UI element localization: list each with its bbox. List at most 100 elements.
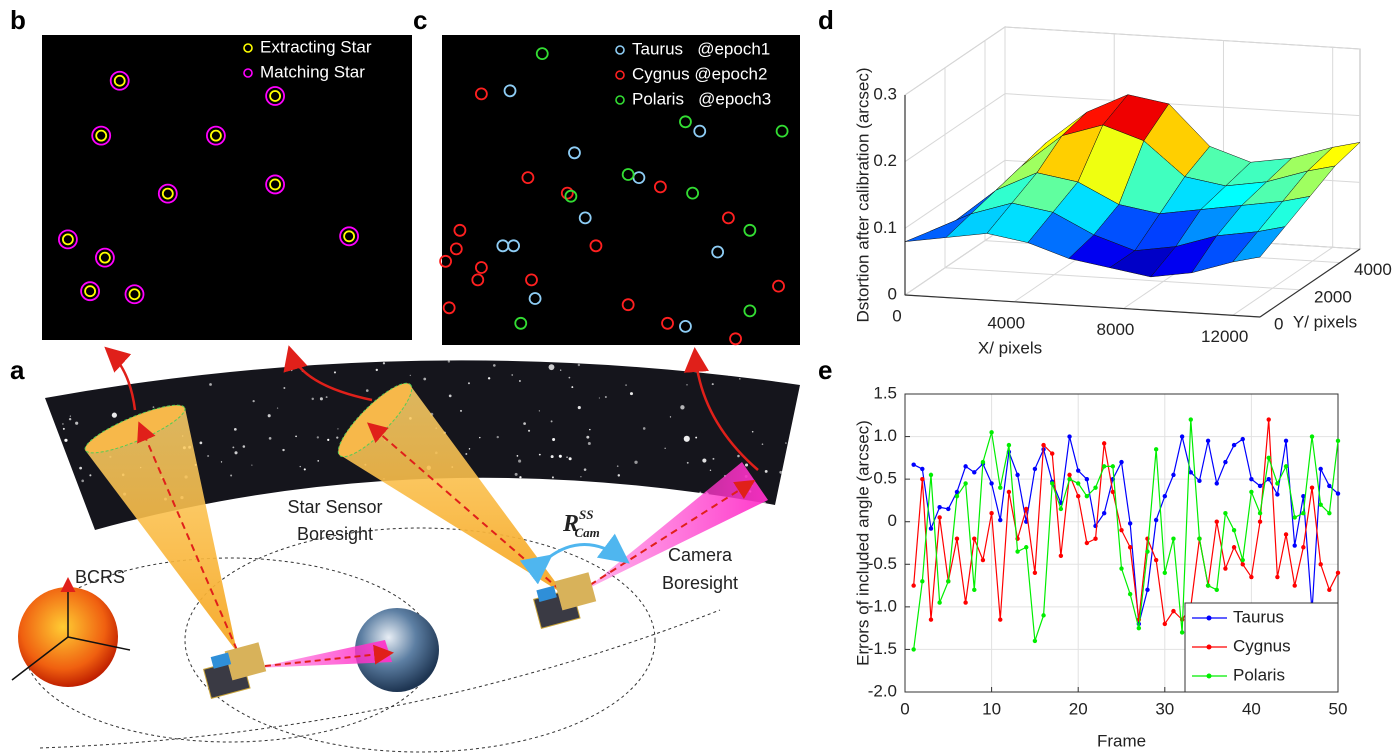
star-dot xyxy=(448,360,450,362)
data-point xyxy=(1154,447,1158,451)
data-point xyxy=(911,583,915,587)
data-point xyxy=(1293,515,1297,519)
star-dot xyxy=(65,462,67,464)
data-point xyxy=(1093,537,1097,541)
data-point xyxy=(1267,477,1271,481)
star-dot xyxy=(608,516,611,519)
subscript: Cam xyxy=(574,525,599,540)
star-dot xyxy=(765,470,768,473)
star-dot xyxy=(616,347,618,349)
star-dot xyxy=(569,457,572,460)
star-dot xyxy=(493,364,496,367)
star-dot xyxy=(78,383,80,385)
star-dot xyxy=(209,383,212,386)
y-tick-label: 1.0 xyxy=(873,426,897,445)
data-point xyxy=(1310,485,1314,489)
star-dot xyxy=(686,346,688,348)
annotation: Camera xyxy=(668,545,733,565)
data-point xyxy=(937,515,941,519)
data-point xyxy=(937,600,941,604)
data-point xyxy=(963,464,967,468)
star-dot xyxy=(713,458,715,460)
star-dot xyxy=(710,470,711,471)
data-point xyxy=(1076,494,1080,498)
star-dot xyxy=(687,462,689,464)
star-dot xyxy=(68,375,71,378)
legend-label: Cygnus @epoch2 xyxy=(632,64,767,83)
star-dot xyxy=(327,357,329,359)
star-dot xyxy=(762,502,766,506)
x-axis-label: X/ pixels xyxy=(978,338,1042,357)
star-dot xyxy=(163,371,165,373)
star-dot xyxy=(560,370,561,371)
star-dot xyxy=(617,465,619,467)
star-dot xyxy=(232,446,234,448)
star-dot xyxy=(566,456,568,458)
data-point xyxy=(1241,437,1245,441)
data-point xyxy=(1137,626,1141,630)
data-point xyxy=(1102,441,1106,445)
star-dot xyxy=(170,344,172,346)
star-dot xyxy=(551,420,553,422)
star-dot xyxy=(62,346,63,347)
star-dot xyxy=(269,437,272,440)
data-point xyxy=(1223,566,1227,570)
illustration: Star Sensor Boresight Camera Boresight B… xyxy=(12,329,803,752)
star-dot xyxy=(221,461,222,462)
legend-label: Matching Star xyxy=(260,62,365,81)
star-dot xyxy=(571,386,573,388)
star-dot xyxy=(519,480,522,483)
star-dot xyxy=(519,476,521,478)
star-dot xyxy=(578,364,580,366)
star-dot xyxy=(770,520,771,521)
data-point xyxy=(920,467,924,471)
legend-label: Cygnus xyxy=(1233,636,1291,655)
x-tick-label: 0 xyxy=(892,306,901,325)
star-dot xyxy=(311,352,313,354)
data-point xyxy=(929,473,933,477)
data-point xyxy=(1102,464,1106,468)
data-point xyxy=(1232,528,1236,532)
star-dot xyxy=(686,384,687,385)
star-dot xyxy=(383,362,385,364)
data-point xyxy=(946,507,950,511)
star-dot xyxy=(517,455,519,457)
data-point xyxy=(911,462,915,466)
star-dot xyxy=(136,360,138,362)
star-dot xyxy=(460,410,462,412)
star-dot xyxy=(177,373,179,375)
satellite xyxy=(200,642,269,698)
data-point xyxy=(998,485,1002,489)
annotation: Boresight xyxy=(297,524,373,544)
data-point xyxy=(920,477,924,481)
data-point xyxy=(989,430,993,434)
annotation: Boresight xyxy=(662,573,738,593)
z-axis-label: Dstortion after calibration (arcsec) xyxy=(853,67,872,322)
satellite xyxy=(530,572,599,628)
legend-marker xyxy=(1207,645,1212,650)
star-dot xyxy=(234,451,237,454)
star-dot xyxy=(728,353,729,354)
data-point xyxy=(955,494,959,498)
star-dot xyxy=(75,422,78,425)
star-dot xyxy=(86,374,89,377)
star-dot xyxy=(356,345,358,347)
star-dot xyxy=(781,349,783,351)
star-dot xyxy=(268,414,271,417)
data-point xyxy=(911,647,915,651)
legend-marker xyxy=(1207,616,1212,621)
star-dot xyxy=(634,461,637,464)
annotation: BCRS xyxy=(75,567,125,587)
star-dot xyxy=(366,389,369,392)
z-tick-label: 0.3 xyxy=(873,84,897,103)
star-dot xyxy=(777,370,780,373)
star-dot xyxy=(577,497,578,498)
x-tick-label: 50 xyxy=(1329,699,1348,718)
star-dot xyxy=(625,384,627,386)
data-point xyxy=(1163,571,1167,575)
star-dot xyxy=(45,449,49,453)
star-dot xyxy=(684,436,690,442)
star-dot xyxy=(712,383,714,385)
data-point xyxy=(1050,481,1054,485)
star-dot xyxy=(599,397,600,398)
